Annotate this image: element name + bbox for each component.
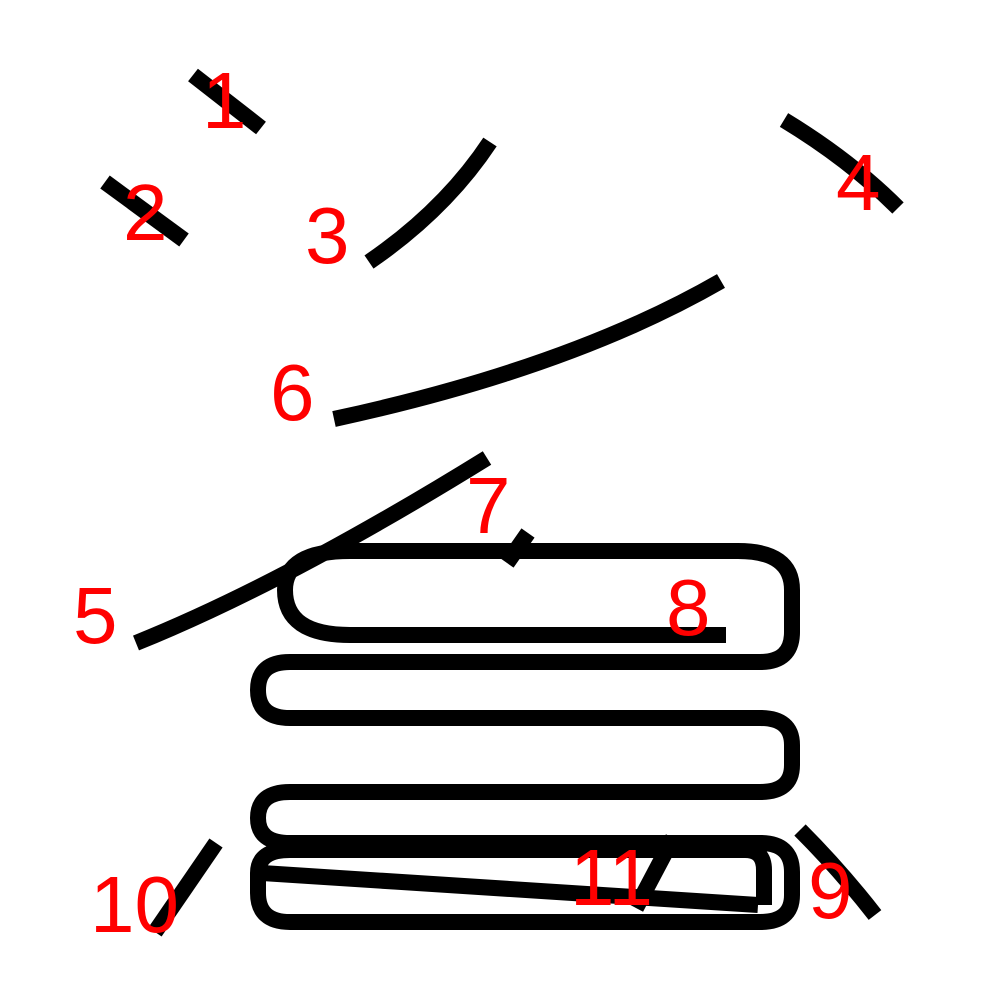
stroke-number-7: 7: [466, 461, 511, 550]
stroke-11: [261, 865, 759, 913]
stroke-8: [250, 543, 800, 930]
stroke-4: [779, 113, 904, 214]
stroke-number-1: 1: [202, 56, 247, 145]
stroke-number-6: 6: [270, 348, 315, 437]
stroke-number-3: 3: [305, 191, 350, 280]
stroke-11-hook: [628, 834, 681, 912]
stroke-2: [100, 175, 189, 247]
stroke-10: [148, 838, 223, 937]
stroke-number-4: 4: [836, 138, 881, 227]
stroke-6: [332, 274, 725, 427]
stroke-number-2: 2: [123, 168, 168, 257]
stroke-9: [794, 824, 882, 920]
stroke-number-5: 5: [73, 571, 118, 660]
stroke-1: [188, 68, 266, 135]
stroke-number-9: 9: [808, 846, 853, 935]
stroke-number-11: 11: [570, 833, 653, 922]
stroke-number-8: 8: [666, 563, 711, 652]
stroke-3: [364, 137, 497, 269]
stroke-number-10: 10: [90, 860, 179, 949]
